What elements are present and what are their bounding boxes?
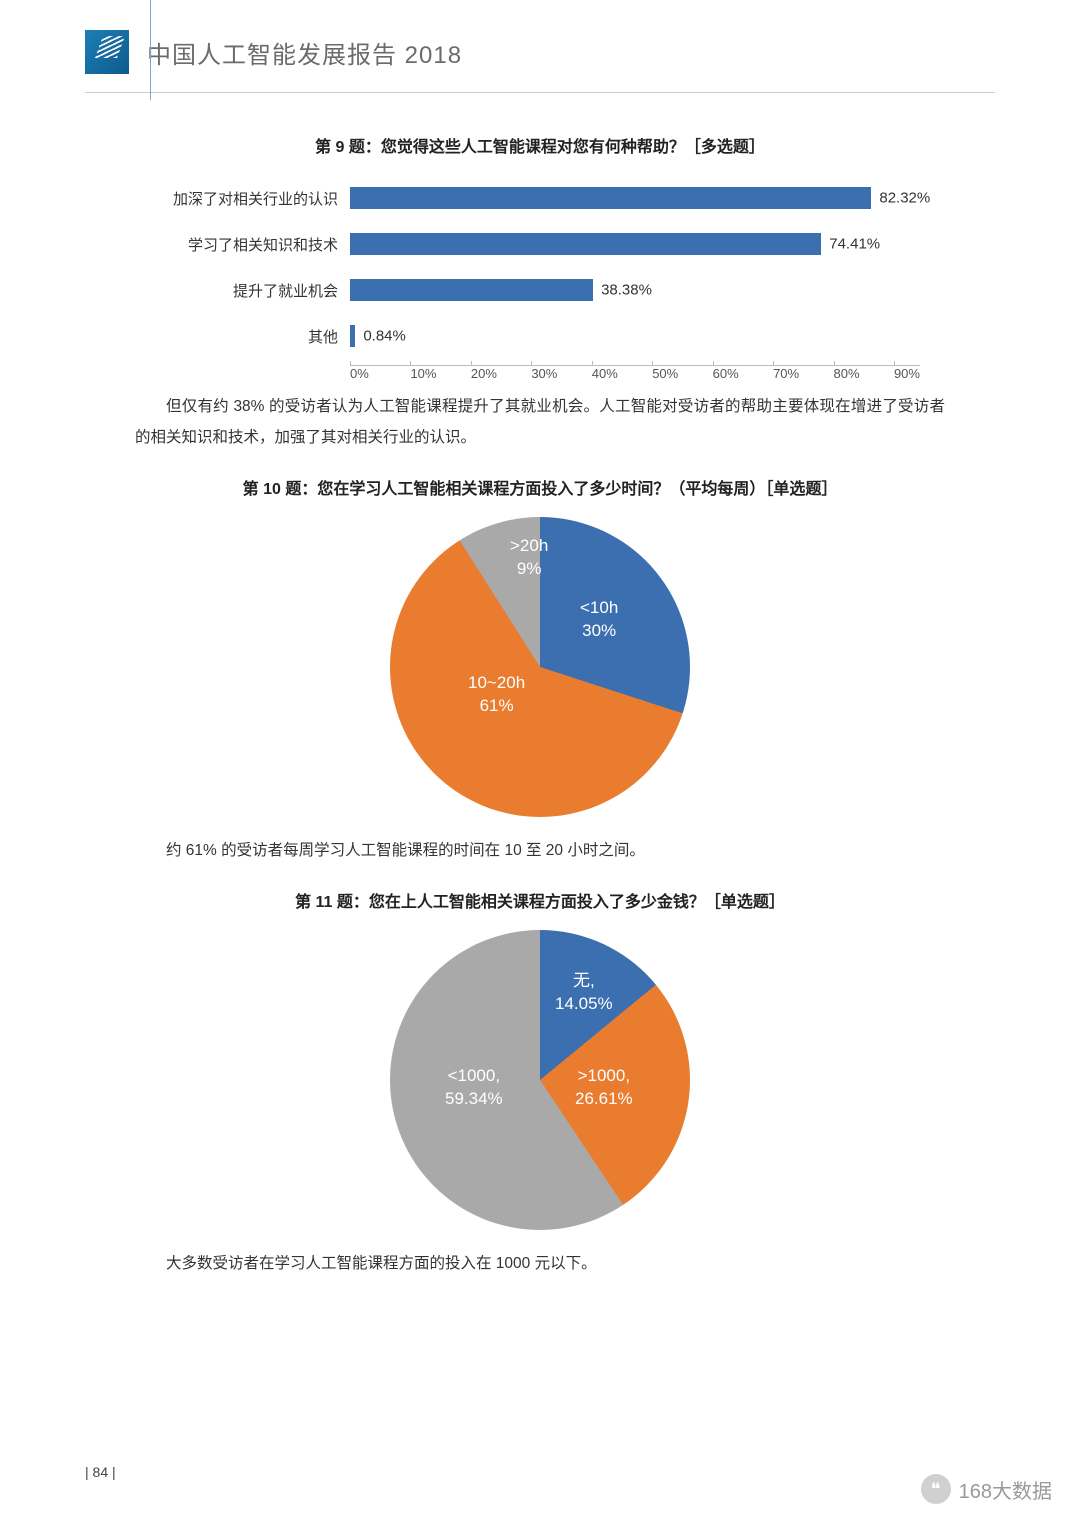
q9-bar-row: 学习了相关知识和技术74.41% <box>350 221 920 267</box>
q9-xtick: 20% <box>471 366 531 381</box>
q9-caption: 但仅有约 38% 的受访者认为人工智能课程提升了其就业机会。人工智能对受访者的帮… <box>135 391 945 453</box>
page-header: 中国人工智能发展报告 2018 <box>85 30 995 74</box>
q9-bar-row: 加深了对相关行业的认识82.32% <box>350 175 920 221</box>
q10-piechart: <10h30% 10~20h61% >20h9% <box>390 517 690 817</box>
logo-icon <box>85 30 129 74</box>
q9-bar-label: 学习了相关知识和技术 <box>160 234 350 255</box>
watermark: ❝ 168大数据 <box>921 1474 1052 1504</box>
q9-barchart: 加深了对相关行业的认识82.32%学习了相关知识和技术74.41%提升了就业机会… <box>160 175 920 381</box>
q9-bar-label: 其他 <box>160 326 350 347</box>
q9-bar-track: 0.84% <box>350 325 920 347</box>
q9-xtick: 0% <box>350 366 410 381</box>
q9-xtick: 30% <box>531 366 591 381</box>
q10-title: 第 10 题：您在学习人工智能相关课程方面投入了多少时间？（平均每周）［单选题］ <box>85 475 995 499</box>
q9-bar-fill: 74.41% <box>350 233 821 255</box>
pie-slice-label: 10~20h61% <box>468 672 525 718</box>
pie-slice-label: <1000,59.34% <box>445 1065 503 1111</box>
q9-bar-label: 加深了对相关行业的认识 <box>160 188 350 209</box>
pie-slice-label: <10h30% <box>580 597 618 643</box>
q9-xaxis: 0%10%20%30%40%50%60%70%80%90% <box>350 365 920 381</box>
pie-slice-label: 无,14.05% <box>555 970 613 1016</box>
pie-slice-label: >1000,26.61% <box>575 1065 633 1111</box>
q9-xtick: 90% <box>894 366 920 381</box>
q9-title: 第 9 题：您觉得这些人工智能课程对您有何种帮助？［多选题］ <box>85 133 995 157</box>
q9-xtick: 70% <box>773 366 833 381</box>
header-divider <box>150 0 151 100</box>
q9-bar-row: 提升了就业机会38.38% <box>350 267 920 313</box>
q11-title: 第 11 题：您在上人工智能相关课程方面投入了多少金钱？［单选题］ <box>85 888 995 912</box>
q9-bar-fill: 38.38% <box>350 279 593 301</box>
q11-piechart: 无,14.05% >1000,26.61% <1000,59.34% <box>390 930 690 1230</box>
q9-bar-row: 其他0.84% <box>350 313 920 359</box>
q9-xtick: 80% <box>834 366 894 381</box>
q9-xtick: 10% <box>410 366 470 381</box>
q9-bar-label: 提升了就业机会 <box>160 280 350 301</box>
q10-caption: 约 61% 的受访者每周学习人工智能课程的时间在 10 至 20 小时之间。 <box>135 835 945 866</box>
pie-slice-label: >20h9% <box>510 535 548 581</box>
q9-bar-fill: 82.32% <box>350 187 871 209</box>
q9-bar-track: 38.38% <box>350 279 920 301</box>
page-number: | 84 | <box>85 1464 116 1480</box>
q9-bar-track: 82.32% <box>350 187 920 209</box>
q9-bar-value: 82.32% <box>879 190 930 207</box>
page: 中国人工智能发展报告 2018 第 9 题：您觉得这些人工智能课程对您有何种帮助… <box>0 0 1080 1341</box>
q9-xtick: 40% <box>592 366 652 381</box>
q9-bar-value: 0.84% <box>363 328 406 345</box>
wechat-icon: ❝ <box>921 1474 951 1504</box>
q9-xtick: 50% <box>652 366 712 381</box>
q9-xtick: 60% <box>713 366 773 381</box>
watermark-text: 168大数据 <box>959 1475 1052 1504</box>
q9-bar-fill: 0.84% <box>350 325 355 347</box>
q9-bar-value: 74.41% <box>829 236 880 253</box>
q9-bar-value: 38.38% <box>601 282 652 299</box>
q9-bar-track: 74.41% <box>350 233 920 255</box>
q11-caption: 大多数受访者在学习人工智能课程方面的投入在 1000 元以下。 <box>135 1248 945 1279</box>
report-title: 中国人工智能发展报告 2018 <box>147 35 462 70</box>
header-rule <box>85 92 995 93</box>
